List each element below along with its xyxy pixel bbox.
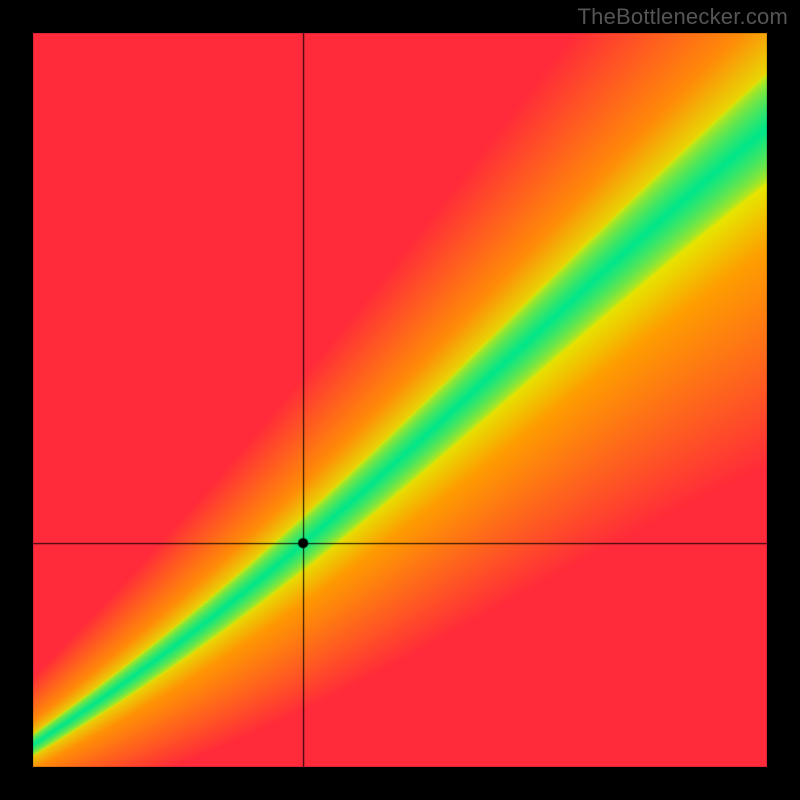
watermark-text: TheBottlenecker.com (578, 4, 788, 30)
crosshair-overlay (0, 0, 800, 800)
chart-container: TheBottlenecker.com (0, 0, 800, 800)
